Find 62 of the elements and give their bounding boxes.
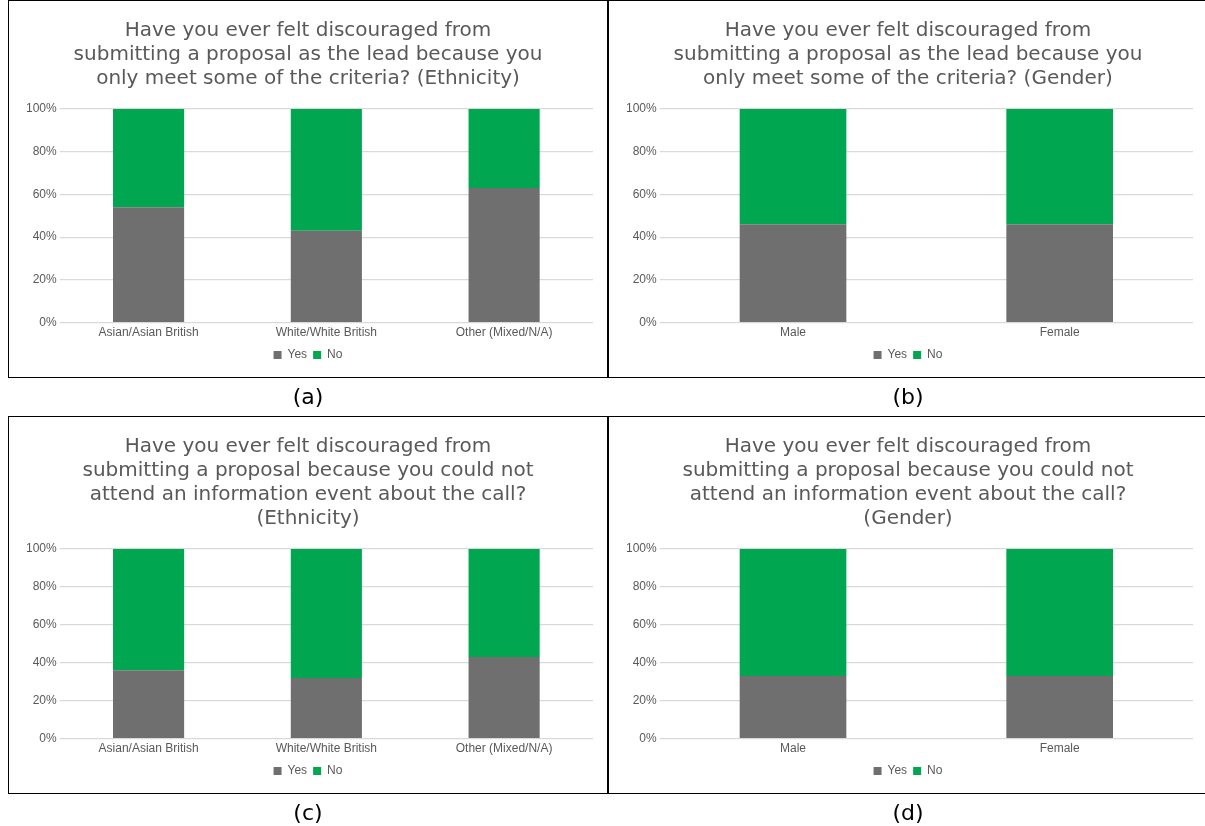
bar (113, 549, 185, 671)
legend-label: Yes (287, 347, 308, 362)
text: (c) (292, 800, 324, 825)
y-tick-label: 20% (632, 272, 658, 287)
y-tick-label: 100% (25, 541, 58, 556)
x-tick-label: Other (Mixed/N/A) (455, 741, 553, 756)
chart-title: Have you ever felt discouraged from submitting a proposal as the lead because you only meet some of the criteria? (Gender) (673, 17, 1143, 90)
legend-label: Yes (287, 763, 308, 778)
x-tick-label: White/White British (275, 741, 378, 756)
y-tick-label: 40% (32, 655, 58, 670)
y-tick-label: 80% (632, 579, 658, 594)
y-tick-label: 60% (632, 186, 658, 201)
bar (290, 549, 362, 678)
legend-label: Yes (887, 347, 908, 362)
bar (468, 109, 540, 189)
y-tick-label: 0% (639, 314, 658, 329)
bar (113, 670, 185, 738)
legend-label: No (927, 347, 943, 362)
bar (290, 677, 362, 738)
text: (b) (891, 384, 925, 409)
legend-label: Yes (887, 763, 908, 778)
bar (468, 549, 540, 658)
y-tick-label: 80% (32, 144, 58, 159)
bar (113, 207, 185, 322)
bar (290, 109, 362, 231)
y-tick-label: 40% (632, 655, 658, 670)
y-tick-label: 80% (632, 144, 658, 159)
bar (468, 188, 540, 322)
y-tick-label: 0% (39, 730, 58, 745)
y-tick-label: 60% (632, 617, 658, 632)
y-tick-label: 40% (32, 229, 58, 244)
x-tick-label: Asian/Asian British (98, 325, 199, 340)
bar (468, 657, 540, 738)
x-tick-label: Other (Mixed/N/A) (455, 325, 553, 340)
chart-title: Have you ever felt discouraged from submitting a proposal because you could not attend an information event about the call? (Ethnicity) (82, 433, 534, 530)
text: (d) (891, 800, 925, 825)
y-tick-label: 0% (639, 730, 658, 745)
bar (113, 109, 185, 208)
legend-label: No (327, 763, 343, 778)
x-tick-label: Female (1039, 325, 1080, 340)
x-tick-label: Asian/Asian British (98, 741, 199, 756)
x-tick-label: Male (780, 325, 807, 340)
y-tick-label: 80% (32, 579, 58, 594)
y-tick-label: 60% (32, 617, 58, 632)
y-tick-label: 0% (39, 314, 58, 329)
y-tick-label: 40% (632, 229, 658, 244)
legend-label: No (927, 763, 943, 778)
y-tick-label: 20% (32, 272, 58, 287)
x-tick-label: White/White British (275, 325, 378, 340)
chart-title: Have you ever felt discouraged from submitting a proposal as the lead because you only meet some of the criteria? (Ethnicity) (73, 17, 543, 90)
text: (a) (291, 384, 325, 409)
y-tick-label: 20% (32, 692, 58, 707)
y-tick-label: 100% (625, 101, 658, 116)
y-tick-label: 100% (25, 101, 58, 116)
chart-title: Have you ever felt discouraged from submitting a proposal because you could not attend an information event about the call? (Gender) (682, 433, 1134, 530)
x-tick-label: Female (1039, 741, 1080, 756)
x-tick-label: Male (780, 741, 807, 756)
y-tick-label: 60% (32, 186, 58, 201)
y-tick-label: 100% (625, 541, 658, 556)
legend-label: No (327, 347, 343, 362)
y-tick-label: 20% (632, 692, 658, 707)
bar (290, 230, 362, 322)
